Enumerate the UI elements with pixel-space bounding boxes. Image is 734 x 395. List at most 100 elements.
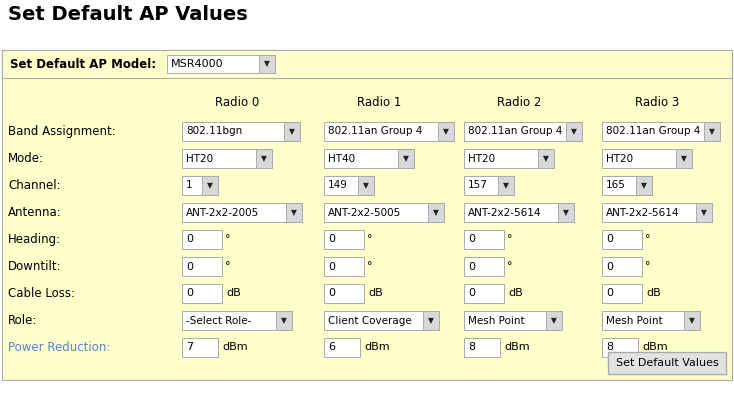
Text: ▼: ▼ — [689, 316, 695, 325]
Bar — [464, 257, 504, 276]
Text: Power Reduction:: Power Reduction: — [8, 341, 110, 354]
Bar — [2, 50, 732, 380]
Bar — [182, 176, 218, 195]
Text: 165: 165 — [606, 181, 626, 190]
Text: Radio 2: Radio 2 — [497, 96, 541, 109]
Text: Mode:: Mode: — [8, 152, 44, 165]
Text: 8: 8 — [468, 342, 475, 352]
Text: 6: 6 — [328, 342, 335, 352]
Text: HT20: HT20 — [606, 154, 633, 164]
Text: 0: 0 — [468, 288, 475, 299]
Text: 0: 0 — [606, 288, 613, 299]
Text: MSR4000: MSR4000 — [171, 59, 224, 69]
Text: Radio 0: Radio 0 — [215, 96, 259, 109]
Text: ▼: ▼ — [207, 181, 213, 190]
Text: ▼: ▼ — [433, 208, 439, 217]
Bar — [464, 284, 504, 303]
Text: ▼: ▼ — [261, 154, 267, 163]
Bar — [498, 176, 514, 195]
Text: °: ° — [507, 235, 512, 245]
Text: Antenna:: Antenna: — [8, 206, 62, 219]
Text: ▼: ▼ — [681, 154, 687, 163]
Text: dB: dB — [508, 288, 523, 299]
Text: ANT-2x2-5614: ANT-2x2-5614 — [468, 207, 542, 218]
Text: Heading:: Heading: — [8, 233, 61, 246]
Bar — [464, 122, 582, 141]
Text: -Select Role-: -Select Role- — [186, 316, 251, 325]
Text: ▼: ▼ — [709, 127, 715, 136]
Bar — [324, 149, 414, 168]
Text: 0: 0 — [328, 288, 335, 299]
Text: Radio 3: Radio 3 — [635, 96, 679, 109]
Bar — [324, 338, 360, 357]
Bar — [602, 311, 700, 330]
Text: Set Default AP Values: Set Default AP Values — [8, 5, 248, 24]
Bar — [182, 122, 300, 141]
Text: °: ° — [507, 261, 512, 271]
Text: ▼: ▼ — [403, 154, 409, 163]
Text: ANT-2x2-2005: ANT-2x2-2005 — [186, 207, 259, 218]
Bar — [438, 122, 454, 141]
Text: dB: dB — [226, 288, 241, 299]
Text: ▼: ▼ — [264, 60, 270, 68]
Text: Cable Loss:: Cable Loss: — [8, 287, 75, 300]
Text: ▼: ▼ — [641, 181, 647, 190]
Bar — [538, 149, 554, 168]
Text: 0: 0 — [186, 261, 193, 271]
Bar — [696, 203, 712, 222]
Text: 149: 149 — [328, 181, 348, 190]
Bar — [704, 122, 720, 141]
Text: ▼: ▼ — [571, 127, 577, 136]
Bar — [566, 122, 582, 141]
Text: ▼: ▼ — [289, 127, 295, 136]
Text: dBm: dBm — [642, 342, 668, 352]
Bar — [602, 149, 692, 168]
Text: Downtilt:: Downtilt: — [8, 260, 62, 273]
Text: 8: 8 — [606, 342, 613, 352]
Text: 0: 0 — [468, 261, 475, 271]
Text: °: ° — [367, 235, 372, 245]
Bar — [423, 311, 439, 330]
Bar — [636, 176, 652, 195]
Bar — [602, 122, 720, 141]
Bar — [464, 230, 504, 249]
Text: Mesh Point: Mesh Point — [606, 316, 663, 325]
Bar — [182, 284, 222, 303]
Text: 802.11an Group 4: 802.11an Group 4 — [468, 126, 562, 137]
Bar — [602, 257, 642, 276]
Text: 0: 0 — [186, 288, 193, 299]
Text: dB: dB — [368, 288, 382, 299]
Text: dBm: dBm — [504, 342, 530, 352]
Bar — [464, 338, 500, 357]
Text: °: ° — [225, 261, 230, 271]
Text: HT20: HT20 — [186, 154, 213, 164]
Text: 0: 0 — [606, 261, 613, 271]
Text: dBm: dBm — [222, 342, 247, 352]
Text: ▼: ▼ — [443, 127, 449, 136]
Text: ▼: ▼ — [543, 154, 549, 163]
Text: 802.11bgn: 802.11bgn — [186, 126, 242, 137]
Text: Mesh Point: Mesh Point — [468, 316, 525, 325]
Text: Client Coverage: Client Coverage — [328, 316, 412, 325]
Text: dBm: dBm — [364, 342, 390, 352]
Text: 0: 0 — [468, 235, 475, 245]
Bar — [182, 149, 272, 168]
Text: 0: 0 — [186, 235, 193, 245]
Bar — [182, 230, 222, 249]
Bar — [324, 176, 374, 195]
Text: ▼: ▼ — [281, 316, 287, 325]
Bar — [324, 257, 364, 276]
Text: ▼: ▼ — [551, 316, 557, 325]
Text: °: ° — [645, 261, 650, 271]
Bar — [324, 284, 364, 303]
Text: °: ° — [225, 235, 230, 245]
Bar — [256, 149, 272, 168]
Text: ▼: ▼ — [701, 208, 707, 217]
Bar — [324, 122, 454, 141]
Bar — [284, 122, 300, 141]
Text: ▼: ▼ — [563, 208, 569, 217]
Bar — [602, 203, 712, 222]
Bar — [286, 203, 302, 222]
Bar — [324, 230, 364, 249]
Text: ANT-2x2-5005: ANT-2x2-5005 — [328, 207, 401, 218]
